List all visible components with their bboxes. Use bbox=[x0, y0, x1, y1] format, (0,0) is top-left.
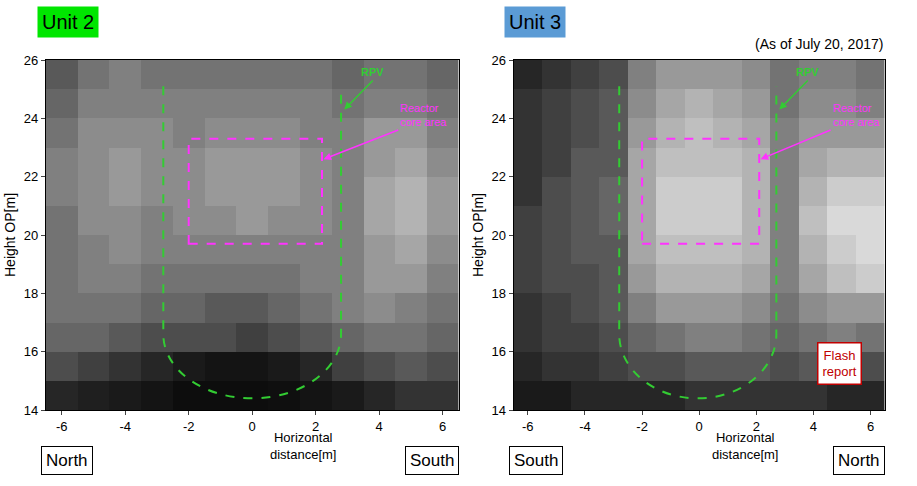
svg-text:16: 16 bbox=[24, 344, 38, 359]
svg-text:North: North bbox=[46, 451, 88, 470]
svg-text:0: 0 bbox=[696, 419, 703, 434]
svg-text:Height OP[m]: Height OP[m] bbox=[470, 193, 486, 277]
svg-text:South: South bbox=[410, 451, 454, 470]
svg-text:24: 24 bbox=[24, 111, 38, 126]
svg-text:18: 18 bbox=[24, 286, 38, 301]
svg-text:6: 6 bbox=[867, 419, 874, 434]
svg-text:16: 16 bbox=[491, 344, 505, 359]
svg-text:22: 22 bbox=[491, 169, 505, 184]
svg-text:-4: -4 bbox=[579, 419, 591, 434]
svg-text:RPV: RPV bbox=[361, 66, 384, 78]
svg-text:20: 20 bbox=[24, 228, 38, 243]
svg-text:Reactorcore area: Reactorcore area bbox=[400, 102, 447, 128]
svg-text:22: 22 bbox=[24, 169, 38, 184]
svg-text:14: 14 bbox=[24, 403, 38, 418]
svg-text:24: 24 bbox=[491, 111, 505, 126]
svg-text:4: 4 bbox=[376, 419, 383, 434]
svg-text:Horizontaldistance[m]: Horizontaldistance[m] bbox=[712, 430, 778, 462]
svg-text:14: 14 bbox=[491, 403, 505, 418]
svg-text:North: North bbox=[838, 451, 880, 470]
svg-text:Horizontaldistance[m]: Horizontaldistance[m] bbox=[270, 430, 336, 462]
svg-text:Reactorcore area: Reactorcore area bbox=[833, 102, 880, 128]
svg-text:26: 26 bbox=[491, 53, 505, 68]
svg-text:Height OP[m]: Height OP[m] bbox=[2, 193, 18, 277]
svg-text:South: South bbox=[514, 451, 558, 470]
svg-text:Unit 3: Unit 3 bbox=[509, 11, 561, 33]
svg-text:18: 18 bbox=[491, 286, 505, 301]
svg-text:-6: -6 bbox=[56, 419, 68, 434]
svg-text:-2: -2 bbox=[636, 419, 648, 434]
svg-text:-2: -2 bbox=[183, 419, 195, 434]
svg-text:-4: -4 bbox=[119, 419, 131, 434]
svg-text:Flashreport: Flashreport bbox=[823, 348, 857, 380]
svg-text:Unit 2: Unit 2 bbox=[42, 11, 94, 33]
svg-text:20: 20 bbox=[491, 228, 505, 243]
svg-text:6: 6 bbox=[439, 419, 446, 434]
svg-text:(As of July 20, 2017): (As of July 20, 2017) bbox=[755, 36, 883, 52]
svg-text:26: 26 bbox=[24, 53, 38, 68]
svg-text:RPV: RPV bbox=[796, 66, 819, 78]
svg-text:2: 2 bbox=[312, 419, 319, 434]
svg-text:4: 4 bbox=[810, 419, 817, 434]
svg-text:0: 0 bbox=[249, 419, 256, 434]
svg-text:-6: -6 bbox=[522, 419, 534, 434]
svg-text:2: 2 bbox=[753, 419, 760, 434]
